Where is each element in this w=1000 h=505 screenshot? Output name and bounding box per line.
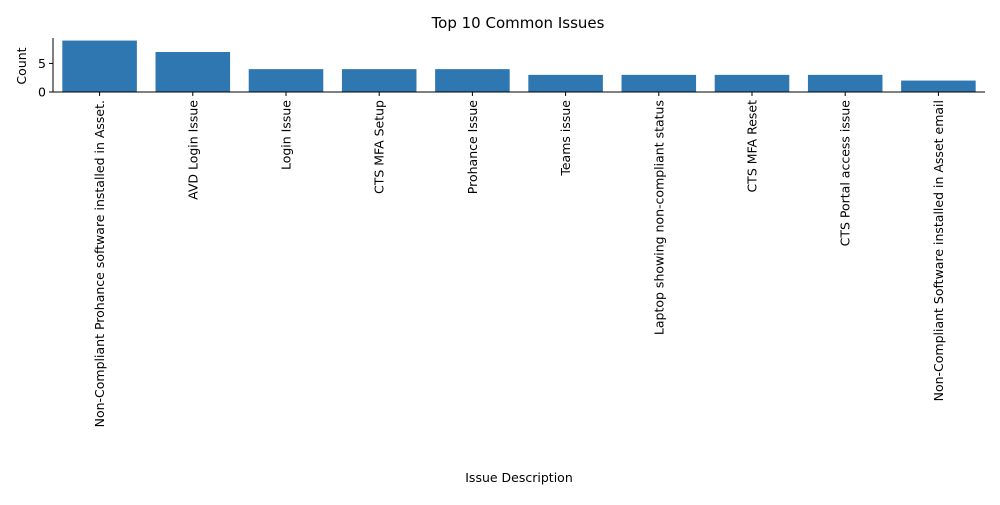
bar-6 — [528, 74, 603, 92]
x-tick-label-4: CTS MFA Setup — [372, 100, 387, 194]
x-tick-label-5: Prohance Issue — [465, 100, 480, 195]
chart-title: Top 10 Common Issues — [431, 14, 605, 32]
x-tick-label-1: Non-Compliant Prohance software installe… — [92, 100, 107, 427]
bar-8 — [714, 74, 790, 92]
x-axis-ticks: Non-Compliant Prohance software installe… — [92, 92, 946, 427]
bar-1 — [62, 40, 137, 92]
bars-group — [62, 40, 976, 92]
bar-3 — [248, 69, 324, 92]
x-axis-label: Issue Description — [465, 470, 573, 485]
bar-5 — [435, 69, 510, 92]
y-axis-ticks: 05 — [38, 56, 53, 100]
x-tick-label-8: CTS MFA Reset — [745, 100, 760, 193]
y-axis-label: Count — [14, 47, 29, 84]
bar-9 — [807, 74, 883, 92]
x-tick-label-7: Laptop showing non-compliant status — [651, 100, 666, 335]
x-tick-label-3: Login Issue — [279, 100, 294, 170]
x-tick-label-6: Teams issue — [558, 100, 573, 177]
bar-2 — [155, 52, 231, 92]
y-tick-label-2: 5 — [38, 56, 46, 71]
bar-10 — [901, 80, 976, 92]
bar-7 — [621, 74, 697, 92]
y-tick-label-1: 0 — [38, 85, 46, 100]
bar-4 — [341, 69, 417, 92]
x-tick-label-10: Non-Compliant Software installed in Asse… — [931, 100, 946, 401]
x-tick-label-2: AVD Login Issue — [185, 100, 200, 200]
x-tick-label-9: CTS Portal access issue — [838, 100, 853, 247]
